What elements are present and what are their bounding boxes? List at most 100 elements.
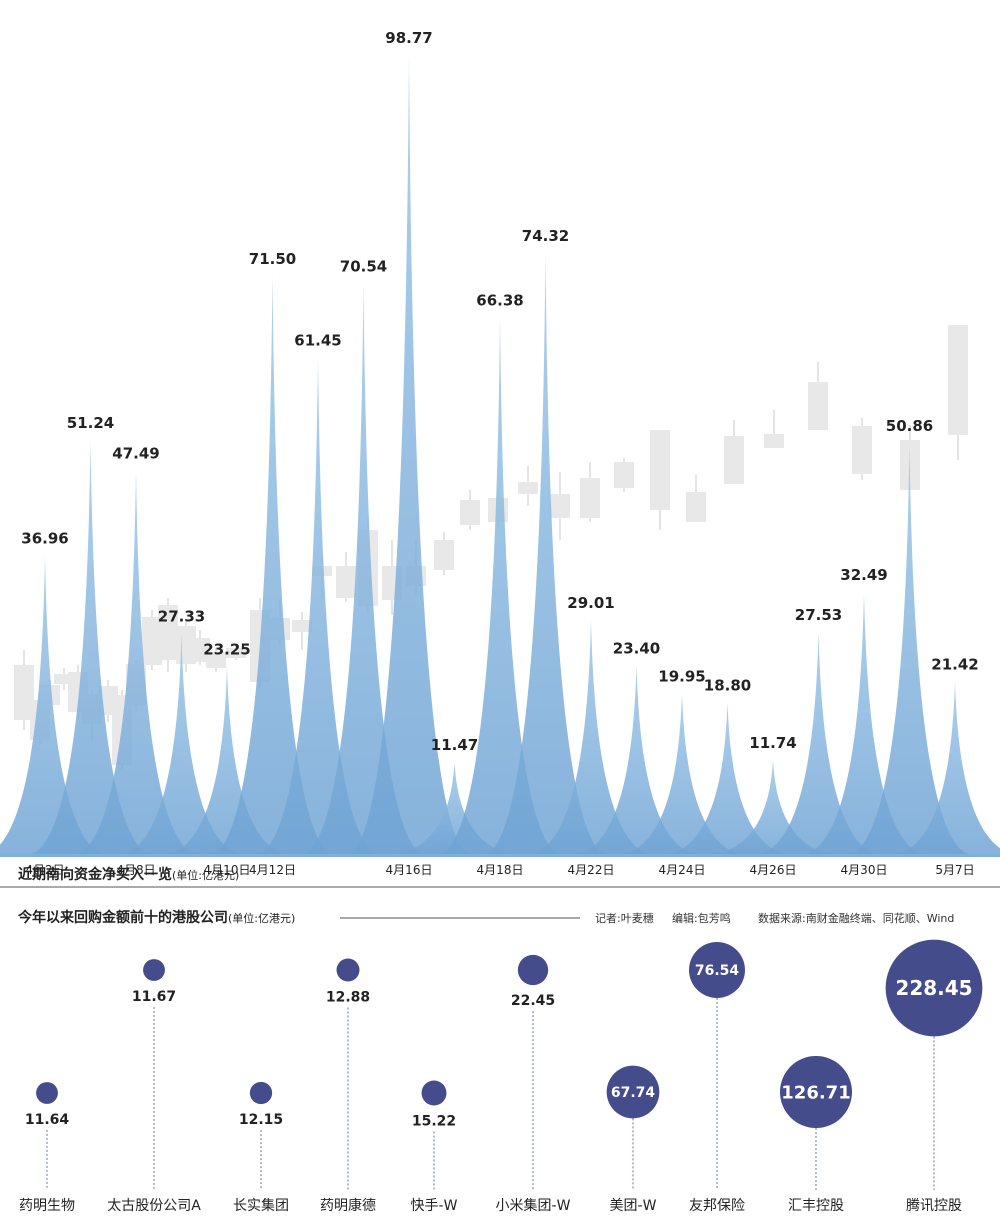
- x-tick-label: 4月10日: [204, 863, 251, 877]
- bubble-value-label: 12.15: [239, 1112, 283, 1128]
- spike-mark: [802, 591, 926, 855]
- decor-candle: [226, 646, 246, 660]
- company-name-label: 药明生物: [19, 1198, 75, 1214]
- bubble-value-label: 15.22: [412, 1113, 456, 1129]
- decor-candle: [852, 418, 872, 480]
- buyback-bubble: [606, 1065, 660, 1119]
- buyback-bubble: [885, 939, 983, 1037]
- decor-candle: [686, 475, 706, 522]
- company-name-label: 美团-W: [610, 1198, 657, 1214]
- spike-value-label: 51.24: [67, 414, 114, 432]
- buyback-bubble-group: 12.88 药明康德: [320, 958, 376, 1214]
- spike-value-label: 47.49: [112, 444, 159, 462]
- decor-candle: [724, 420, 744, 484]
- company-name-label: 长实集团: [233, 1197, 289, 1214]
- bubble-value-label: 67.74: [611, 1085, 656, 1101]
- decor-candle: [54, 668, 74, 690]
- buyback-bubbles: 11.64药明生物11.67太古股份公司A12.15长实集团12.88药明康德1…: [19, 939, 983, 1214]
- southbound-spikes: [0, 55, 1000, 857]
- decor-candle: [460, 490, 480, 530]
- spike-mark: [256, 357, 380, 855]
- company-name-label: 太古股份公司A: [107, 1198, 201, 1214]
- buyback-bubble: [143, 959, 165, 981]
- buyback-bubble-group: 11.64 药明生物: [19, 1082, 75, 1214]
- spike-value-label: 27.53: [795, 606, 842, 624]
- x-tick-label: 4月16日: [386, 863, 433, 877]
- decor-candle: [206, 648, 226, 672]
- reporter-credit: 记者:叶麦穗: [595, 912, 654, 925]
- spike-value-label: 27.33: [158, 608, 205, 626]
- bubble-value-label: 11.67: [132, 989, 176, 1005]
- buyback-bubble: [249, 1081, 273, 1105]
- buyback-bubble-group: 76.54 友邦保险: [689, 942, 745, 1214]
- spike-value-label: 21.42: [931, 656, 978, 674]
- spike-mark: [0, 555, 107, 855]
- spike-value-label: 74.32: [522, 227, 569, 245]
- spike-value-label: 19.95: [658, 667, 705, 685]
- buyback-bubble-group: 11.67 太古股份公司A: [107, 959, 201, 1214]
- x-tick-label: 5月7日: [935, 863, 974, 877]
- decor-candle: [158, 598, 178, 672]
- spike-value-label: 18.80: [704, 677, 751, 695]
- spike-value-label: 11.74: [749, 734, 796, 752]
- x-tick-label: 4月30日: [841, 863, 888, 877]
- buyback-bubble: [779, 1055, 853, 1129]
- data-source-credit: 数据来源:南财金融终端、同花顺、Wind: [758, 911, 954, 925]
- company-name-label: 快手-W: [411, 1198, 458, 1214]
- spike-mark: [301, 283, 426, 855]
- x-tick-label: 4月8日: [116, 863, 155, 877]
- spike-value-label: 50.86: [886, 417, 933, 435]
- spike-mark: [119, 633, 244, 855]
- decor-candle: [580, 462, 600, 522]
- spike-mark: [210, 275, 335, 855]
- spike-mark: [574, 665, 699, 855]
- company-name-label: 小米集团-W: [496, 1197, 571, 1214]
- buyback-bubble-group: 228.45 腾讯控股: [885, 939, 983, 1214]
- spike-mark: [529, 620, 653, 855]
- x-tick-label: 4月18日: [477, 863, 524, 877]
- decor-candle: [142, 610, 162, 670]
- southbound-value-labels: 36.96 51.24 47.49 27.33 23.25 71.50 61.45 70.54…: [21, 29, 978, 754]
- buyback-bubble: [36, 1082, 58, 1104]
- company-name-label: 腾讯控股: [906, 1197, 962, 1214]
- bubble-value-label: 12.88: [326, 989, 370, 1005]
- spike-value-label: 36.96: [21, 530, 68, 548]
- decor-candle: [14, 650, 34, 730]
- company-name-label: 友邦保险: [689, 1198, 745, 1214]
- decor-candle: [336, 552, 356, 602]
- editor-credit: 编辑:包芳鸣: [672, 911, 731, 925]
- decor-candle: [614, 458, 634, 492]
- decor-candle: [948, 325, 968, 460]
- spike-mark: [165, 666, 289, 855]
- spike-mark: [483, 253, 608, 856]
- spike-value-label: 23.40: [613, 639, 660, 657]
- spike-mark: [392, 762, 517, 855]
- spike-value-label: 66.38: [476, 291, 523, 309]
- x-tick-label: 4月26日: [750, 863, 797, 877]
- bubble-value-label: 126.71: [781, 1082, 850, 1103]
- bubble-value-label: 76.54: [695, 963, 740, 979]
- decor-candle: [434, 532, 454, 575]
- x-tick-label: 4月24日: [659, 863, 706, 877]
- decor-candle: [518, 466, 538, 506]
- spike-mark: [347, 55, 471, 855]
- spike-value-label: 61.45: [294, 331, 341, 349]
- spike-value-label: 32.49: [840, 566, 887, 584]
- spike-value-label: 70.54: [340, 258, 387, 276]
- spike-value-label: 11.47: [431, 736, 478, 754]
- decor-candle: [764, 410, 784, 448]
- chart1-title: 近期南向资金净买入一览(单位:亿港元): [18, 866, 239, 883]
- buyback-bubble-group: 15.22 快手-W: [411, 1080, 458, 1214]
- spike-mark: [756, 632, 881, 855]
- decor-candle: [190, 630, 210, 665]
- x-tick-label: 4月2日: [25, 863, 64, 877]
- spike-mark: [28, 439, 153, 855]
- spike-baseline: [0, 854, 1000, 857]
- company-name-label: 汇丰控股: [788, 1198, 844, 1214]
- spike-mark: [665, 702, 790, 855]
- buyback-bubble: [517, 954, 549, 986]
- spike-mark: [893, 681, 1000, 855]
- spike-value-label: 98.77: [385, 29, 432, 47]
